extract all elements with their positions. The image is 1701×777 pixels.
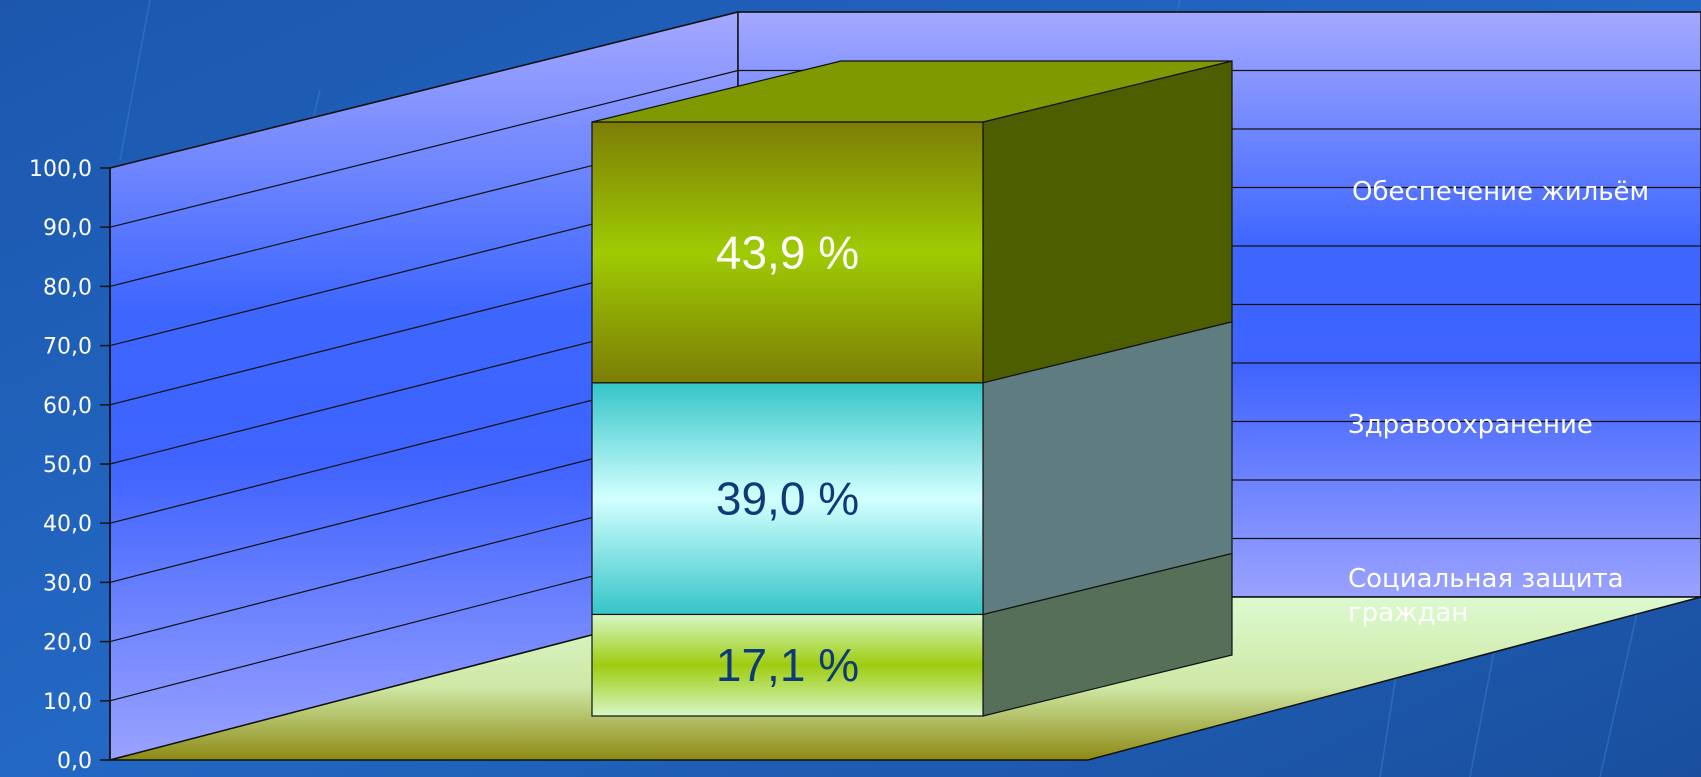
- y-tick-label: 0,0: [57, 749, 92, 774]
- stacked-bar: [591, 60, 1233, 717]
- bar-segment-housing: [591, 121, 984, 384]
- y-tick-label: 30,0: [43, 571, 92, 596]
- gridline-left: [109, 69, 739, 228]
- bar-segment-health: [591, 382, 984, 616]
- segment-labels: 17,1 % 39,0 % 43,9 %: [716, 226, 859, 691]
- segment-value-label: 17,1 %: [716, 639, 859, 691]
- segment-value-label: 39,0 %: [716, 473, 859, 525]
- y-tick-label: 70,0: [43, 335, 92, 360]
- y-tick-label: 80,0: [43, 275, 92, 300]
- y-axis: 0,0 10,0 20,0 30,0 40,0 50,0 60,0 70,0 80,0 90,0 1…: [29, 157, 111, 774]
- bar-segment-social: [591, 613, 984, 717]
- y-tick-label: 20,0: [43, 631, 92, 656]
- legend: Социальная защита граждан Здравоохранение О…: [1348, 177, 1649, 628]
- legend-entry: Обеспечение жильём: [1352, 177, 1649, 207]
- legend-entry: Социальная защита граждан: [1348, 564, 1624, 628]
- y-tick-label: 50,0: [43, 453, 92, 478]
- y-tick-label: 100,0: [29, 157, 92, 182]
- segment-value-label: 43,9 %: [716, 226, 859, 278]
- y-tick-label: 90,0: [43, 216, 92, 241]
- y-tick-label: 10,0: [43, 690, 92, 715]
- bar-top-face: [591, 60, 1233, 123]
- y-tick-label: 60,0: [43, 394, 92, 419]
- y-tick-label: 40,0: [43, 512, 92, 537]
- gridline-left: [109, 11, 739, 169]
- legend-entry: Здравоохранение: [1348, 410, 1593, 440]
